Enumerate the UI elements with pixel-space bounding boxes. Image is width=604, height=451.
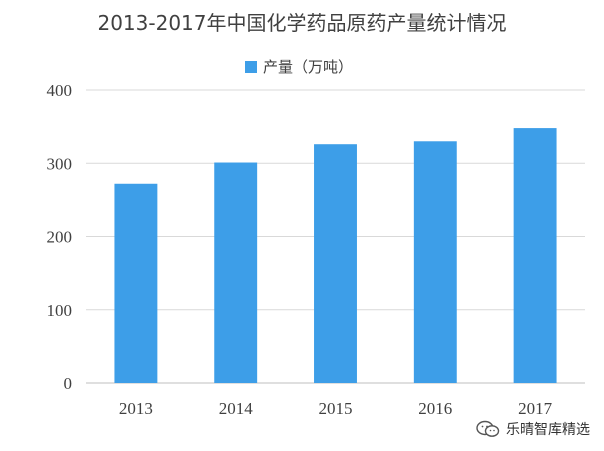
bar-2014 xyxy=(214,162,258,383)
y-tick-label: 100 xyxy=(47,301,73,320)
watermark-text: 乐晴智库精选 xyxy=(506,422,590,438)
x-axis-ticks: 2013 2014 2015 2016 2017 xyxy=(119,399,553,418)
x-tick-label: 2013 xyxy=(119,399,153,418)
legend: 产量（万吨） xyxy=(245,58,353,76)
bars xyxy=(114,128,557,383)
bar-2017 xyxy=(513,128,557,383)
chart-title: 2013-2017年中国化学药品原药产量统计情况 xyxy=(97,11,506,35)
y-tick-label: 200 xyxy=(47,228,73,247)
bar-2015 xyxy=(314,144,357,383)
x-tick-label: 2017 xyxy=(518,399,553,418)
y-tick-label: 0 xyxy=(64,374,73,393)
watermark: 乐晴智库精选 xyxy=(476,419,590,439)
bar-2013 xyxy=(114,183,158,383)
x-tick-label: 2014 xyxy=(219,399,254,418)
y-tick-label: 400 xyxy=(47,81,73,100)
x-tick-label: 2016 xyxy=(418,399,452,418)
legend-label: 产量（万吨） xyxy=(263,58,353,76)
legend-swatch xyxy=(245,61,257,73)
wechat-icon xyxy=(476,420,500,438)
y-axis-ticks: 0 100 200 300 400 xyxy=(47,81,73,393)
bar-2016 xyxy=(413,141,457,383)
x-tick-label: 2015 xyxy=(319,399,353,418)
y-tick-label: 300 xyxy=(47,154,73,173)
